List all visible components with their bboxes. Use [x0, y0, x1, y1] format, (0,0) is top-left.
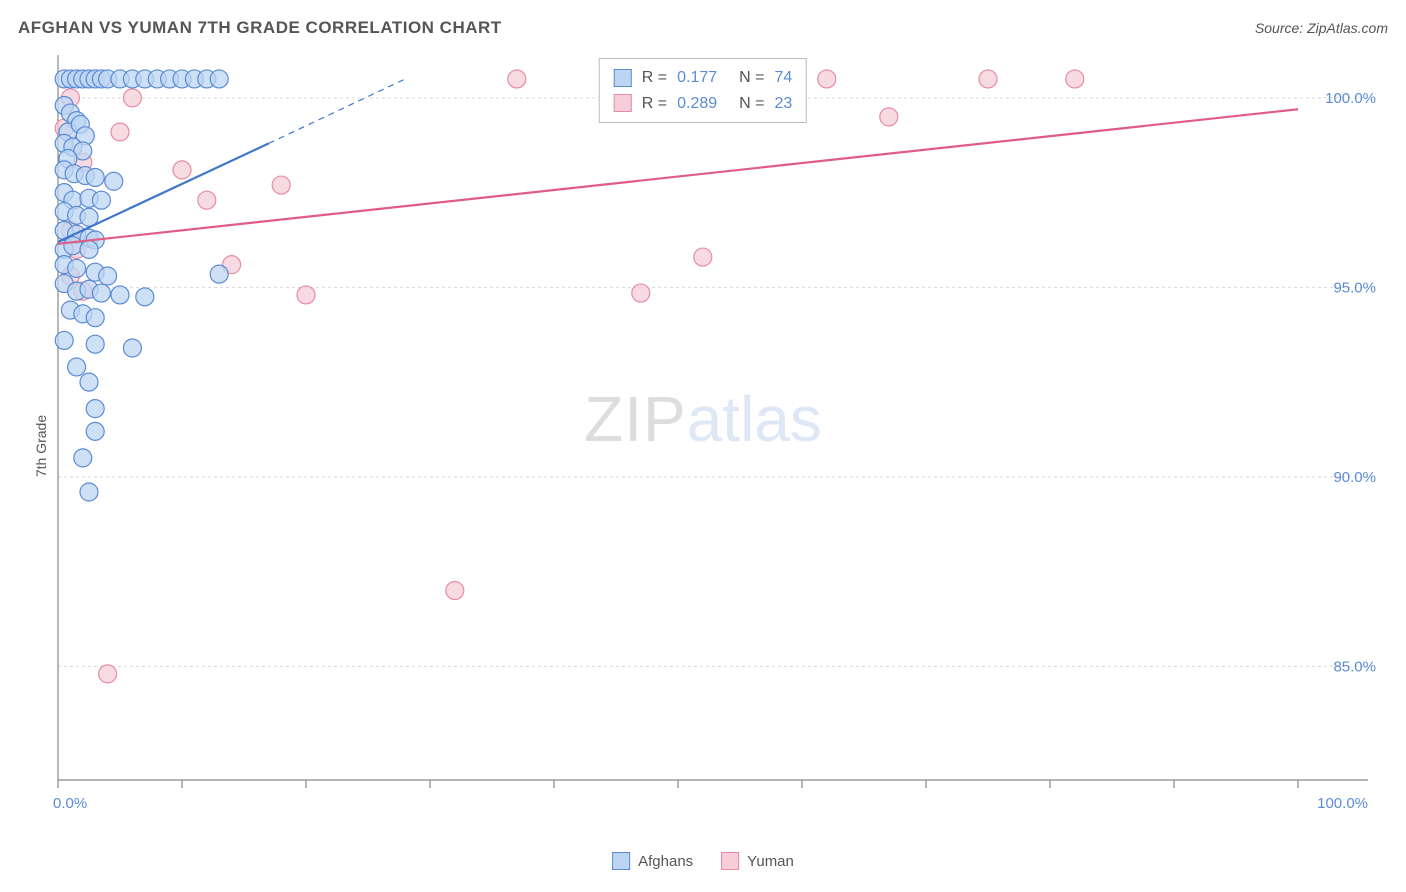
- series-legend-item: Yuman: [721, 852, 794, 870]
- x-tick-label: 0.0%: [53, 795, 87, 812]
- title-bar: AFGHAN VS YUMAN 7TH GRADE CORRELATION CH…: [18, 18, 1388, 38]
- correlation-legend: R = 0.177 N = 74 R = 0.289 N = 23: [599, 58, 807, 123]
- data-point: [64, 237, 82, 255]
- data-point: [92, 191, 110, 209]
- chart-title: AFGHAN VS YUMAN 7TH GRADE CORRELATION CH…: [18, 18, 502, 38]
- y-tick-label: 85.0%: [1333, 658, 1376, 675]
- legend-n-value: 74: [774, 65, 792, 91]
- legend-row: R = 0.177 N = 74: [614, 65, 792, 91]
- data-point: [173, 161, 191, 179]
- data-point: [123, 339, 141, 357]
- data-point: [68, 259, 86, 277]
- data-point: [74, 449, 92, 467]
- legend-r-label: R =: [642, 65, 667, 91]
- legend-r-value: 0.177: [677, 65, 729, 91]
- data-point: [86, 168, 104, 186]
- data-point: [86, 309, 104, 327]
- trend-line: [58, 109, 1298, 244]
- data-point: [198, 191, 216, 209]
- legend-swatch: [614, 69, 632, 87]
- x-tick-label: 100.0%: [1317, 795, 1368, 812]
- data-point: [979, 70, 997, 88]
- data-point: [880, 108, 898, 126]
- data-point: [105, 172, 123, 190]
- y-tick-label: 90.0%: [1333, 469, 1376, 486]
- legend-swatch: [614, 94, 632, 112]
- data-point: [111, 286, 129, 304]
- data-point: [86, 400, 104, 418]
- scatter-chart: 85.0% 90.0% 95.0% 100.0% 0.0% 100.0%: [48, 50, 1388, 820]
- data-point: [446, 582, 464, 600]
- data-point: [80, 373, 98, 391]
- data-point: [297, 286, 315, 304]
- legend-n-label: N =: [739, 65, 764, 91]
- data-point: [80, 240, 98, 258]
- data-point: [210, 265, 228, 283]
- data-point: [80, 483, 98, 501]
- data-point: [86, 422, 104, 440]
- source-attribution: Source: ZipAtlas.com: [1255, 20, 1388, 36]
- legend-r-label: R =: [642, 91, 667, 117]
- series-legend-item: Afghans: [612, 852, 693, 870]
- data-point: [92, 284, 110, 302]
- data-point: [136, 288, 154, 306]
- data-point: [123, 89, 141, 107]
- data-point: [86, 335, 104, 353]
- data-point: [99, 665, 117, 683]
- series-legend-label: Yuman: [747, 853, 794, 870]
- legend-row: R = 0.289 N = 23: [614, 91, 792, 117]
- legend-n-value: 23: [774, 91, 792, 117]
- legend-r-value: 0.289: [677, 91, 729, 117]
- series-legend-label: Afghans: [638, 853, 693, 870]
- data-point: [818, 70, 836, 88]
- y-axis-label: 7th Grade: [33, 415, 49, 477]
- data-point: [55, 331, 73, 349]
- data-point: [99, 267, 117, 285]
- legend-swatch: [612, 852, 630, 870]
- trend-line-extrapolated: [269, 79, 405, 143]
- data-point: [210, 70, 228, 88]
- y-tick-label: 100.0%: [1325, 90, 1376, 107]
- legend-n-label: N =: [739, 91, 764, 117]
- plot-area: 85.0% 90.0% 95.0% 100.0% 0.0% 100.0%: [48, 50, 1388, 820]
- legend-swatch: [721, 852, 739, 870]
- data-point: [1066, 70, 1084, 88]
- data-point: [68, 358, 86, 376]
- data-point: [272, 176, 290, 194]
- data-point: [694, 248, 712, 266]
- y-tick-label: 95.0%: [1333, 279, 1376, 296]
- data-point: [111, 123, 129, 141]
- data-point: [508, 70, 526, 88]
- series-legend: Afghans Yuman: [612, 852, 794, 870]
- data-point: [632, 284, 650, 302]
